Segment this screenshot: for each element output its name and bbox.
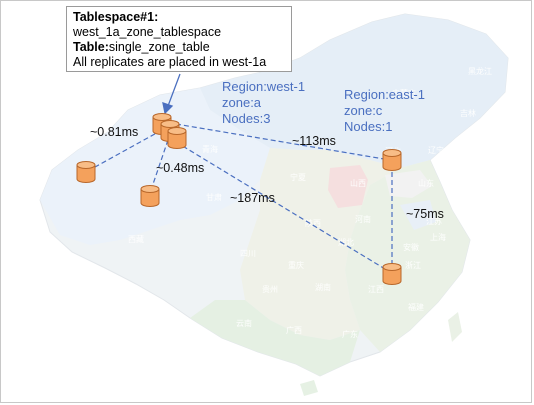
latency-label-187: ~187ms xyxy=(230,191,275,205)
database-nodes xyxy=(76,113,402,285)
line-west-to-node-bottom xyxy=(149,139,169,194)
map-jiangsu-province xyxy=(400,200,436,230)
west-node-count: Nodes:3 xyxy=(222,111,271,126)
province-label: 吉林 xyxy=(460,108,476,118)
latency-label-0-48: ~0.48ms xyxy=(156,161,205,175)
node-east-1-database-icon xyxy=(382,149,402,171)
province-label: 内蒙古 xyxy=(392,88,416,98)
west-zone-name: zone:a xyxy=(222,95,262,110)
map-background xyxy=(39,13,509,396)
map-hainan xyxy=(300,380,318,396)
province-label: 海南 xyxy=(318,382,334,392)
province-label: 上海 xyxy=(430,232,446,242)
replica-placement-note: All replicates are placed in west-1a xyxy=(73,55,267,69)
province-label: 青海 xyxy=(202,144,218,154)
province-label: 湖南 xyxy=(315,282,331,292)
province-label: 江西 xyxy=(368,285,384,294)
tablespace-info-box: Tablespace#1: west_1a_zone_tablespace Ta… xyxy=(66,6,292,72)
province-label: 香港 xyxy=(370,354,386,364)
map-north-region xyxy=(200,14,508,168)
province-label: 云南 xyxy=(236,318,252,328)
province-label: 西藏 xyxy=(128,234,144,244)
latency-label-113: ~113ms xyxy=(292,134,336,148)
map-south-region xyxy=(190,300,360,376)
map-taiwan xyxy=(448,312,462,342)
province-label: 山西 xyxy=(350,178,366,188)
table-name: single_zone_table xyxy=(108,40,210,54)
province-label: 广西 xyxy=(286,325,302,335)
latency-label-0-81: ~0.81ms xyxy=(90,125,139,139)
province-label: 甘肃 xyxy=(206,192,222,202)
east-zone-name: zone:c xyxy=(344,103,383,118)
province-labels: 黑龙江吉林辽宁内蒙古甘肃宁夏山西河北山东陕西河南江苏上海青海西藏四川湖北安徽浙江… xyxy=(128,66,492,392)
tablespace-name: west_1a_zone_tablespace xyxy=(73,25,222,39)
connections xyxy=(85,123,393,273)
east-region-label: Region:east-1 zone:c Nodes:1 xyxy=(344,87,425,135)
map-west-region xyxy=(40,88,270,245)
table-label: Table: xyxy=(73,40,109,54)
node-east-2-database-icon xyxy=(382,263,402,285)
node-west-3-database-icon xyxy=(167,127,187,149)
province-label: 贵州 xyxy=(262,284,278,294)
province-label: 四川 xyxy=(240,249,256,258)
line-west-to-node-left xyxy=(85,129,163,173)
province-label: 河南 xyxy=(355,214,371,224)
province-label: 湖北 xyxy=(338,238,354,247)
latency-label-75: ~75ms xyxy=(406,207,444,221)
province-label: 陕西 xyxy=(305,218,321,228)
info-arrow xyxy=(162,73,181,115)
line-west-to-east2 xyxy=(175,141,391,273)
west-region-label: Region:west-1 zone:a Nodes:3 xyxy=(222,79,305,127)
province-label: 辽宁 xyxy=(428,145,444,155)
node-west-left-database-icon xyxy=(76,161,96,183)
province-label: 广东 xyxy=(342,329,358,339)
province-label: 宁夏 xyxy=(290,172,306,182)
province-label: 安徽 xyxy=(403,242,419,252)
map-east-region xyxy=(345,160,470,352)
line-west-to-east1 xyxy=(175,123,391,161)
east-region-name: Region:east-1 xyxy=(344,87,425,102)
province-label: 福建 xyxy=(408,302,424,312)
province-label: 江苏 xyxy=(426,216,442,226)
map-shanxi-province xyxy=(328,165,368,208)
province-label: 浙江 xyxy=(405,260,421,270)
province-label: 山东 xyxy=(418,178,434,188)
province-label: 重庆 xyxy=(288,260,304,270)
node-west-bottom-database-icon xyxy=(140,185,160,207)
province-label: 黑龙江 xyxy=(468,66,492,76)
map-shandong-province xyxy=(385,170,432,198)
province-label: 台湾 xyxy=(432,328,448,338)
east-node-count: Nodes:1 xyxy=(344,119,393,134)
west-region-name: Region:west-1 xyxy=(222,79,306,94)
tablespace-label: Tablespace#1: xyxy=(73,10,159,24)
